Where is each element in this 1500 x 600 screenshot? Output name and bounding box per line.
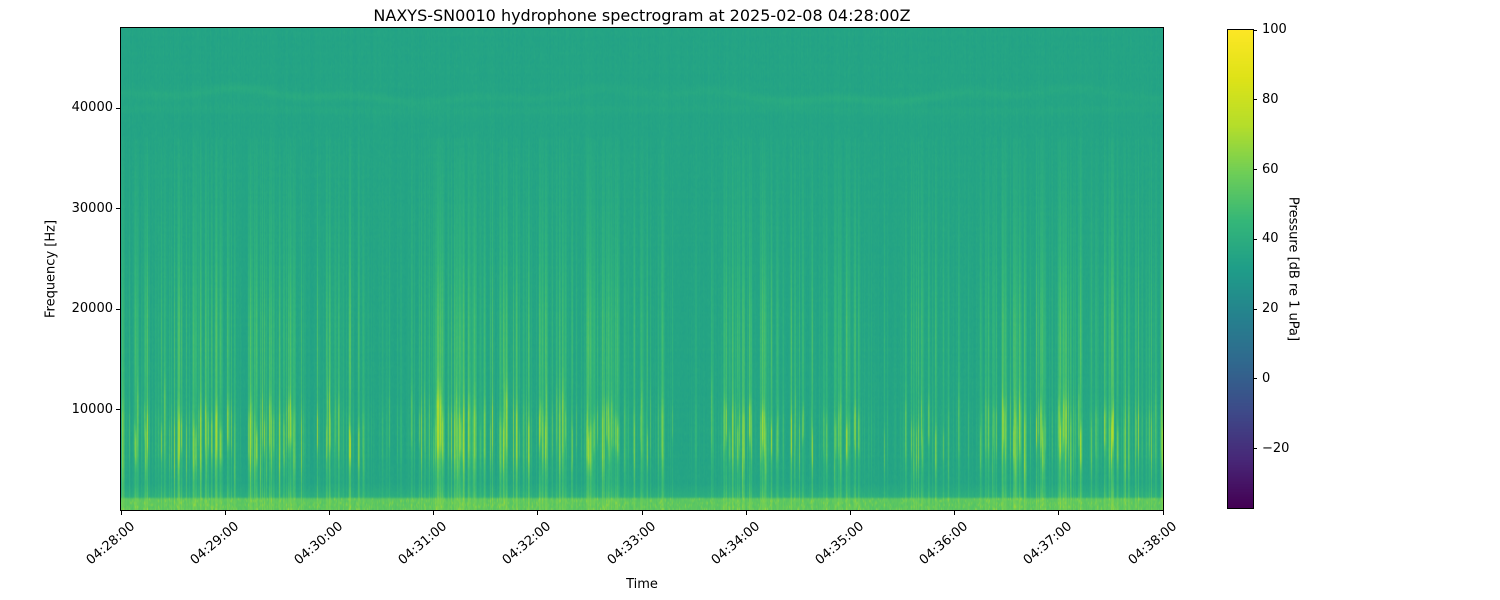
x-tick-label: 04:34:00 [708, 519, 763, 569]
colorbar-gradient [1228, 30, 1253, 508]
chart-title: NAXYS-SN0010 hydrophone spectrogram at 2… [373, 6, 911, 25]
colorbar-tick-mark [1253, 238, 1257, 240]
x-tick-mark [641, 511, 643, 515]
colorbar-tick-mark [1253, 448, 1257, 450]
colorbar-tick-label: −20 [1262, 440, 1290, 456]
colorbar-tick-label: 60 [1262, 161, 1279, 177]
colorbar-tick-mark [1253, 99, 1257, 101]
y-tick-label: 40000 [71, 100, 113, 116]
colorbar-tick-label: 100 [1262, 22, 1287, 37]
colorbar-tick-label: 20 [1262, 301, 1279, 317]
x-tick-label: 04:37:00 [1021, 519, 1076, 569]
x-tick-mark [537, 511, 539, 515]
x-tick-label: 04:30:00 [291, 519, 347, 569]
x-tick-label: 04:32:00 [500, 519, 555, 569]
colorbar-tick-label: 40 [1262, 231, 1279, 247]
colorbar-tick-mark [1253, 29, 1257, 31]
x-tick-mark [224, 511, 226, 515]
x-tick-label: 04:35:00 [812, 519, 868, 569]
y-tick-mark [116, 308, 120, 310]
y-tick-label: 30000 [71, 200, 113, 216]
x-tick-mark [433, 511, 435, 515]
y-tick-mark [116, 208, 120, 210]
colorbar-tick-label: 80 [1262, 91, 1279, 107]
colorbar [1227, 29, 1254, 509]
y-tick-mark [116, 409, 120, 411]
x-tick-mark [849, 511, 851, 515]
spectrogram-image [121, 28, 1163, 510]
y-tick-label: 10000 [71, 401, 113, 417]
y-tick-label: 20000 [71, 301, 113, 317]
y-tick-mark [116, 107, 120, 109]
colorbar-tick-mark [1253, 169, 1257, 171]
colorbar-label: Pressure [dB re 1 uPa] [1285, 196, 1301, 342]
x-tick-label: 04:36:00 [916, 519, 972, 569]
x-tick-mark [954, 511, 956, 515]
x-tick-mark [328, 511, 330, 515]
x-tick-label: 04:38:00 [1125, 519, 1180, 569]
colorbar-tick-label: 0 [1262, 370, 1271, 386]
x-tick-label: 04:33:00 [604, 519, 659, 569]
x-tick-mark [745, 511, 747, 515]
x-tick-label: 04:31:00 [395, 519, 451, 569]
colorbar-tick-mark [1253, 308, 1257, 310]
x-tick-label: 04:28:00 [83, 519, 138, 569]
x-tick-label: 04:29:00 [187, 519, 242, 569]
x-tick-mark [1162, 511, 1164, 515]
colorbar-tick-mark [1253, 378, 1257, 380]
x-axis-label: Time [626, 577, 658, 592]
plot-area [120, 27, 1164, 511]
x-tick-mark [1058, 511, 1060, 515]
x-tick-mark [120, 511, 122, 515]
